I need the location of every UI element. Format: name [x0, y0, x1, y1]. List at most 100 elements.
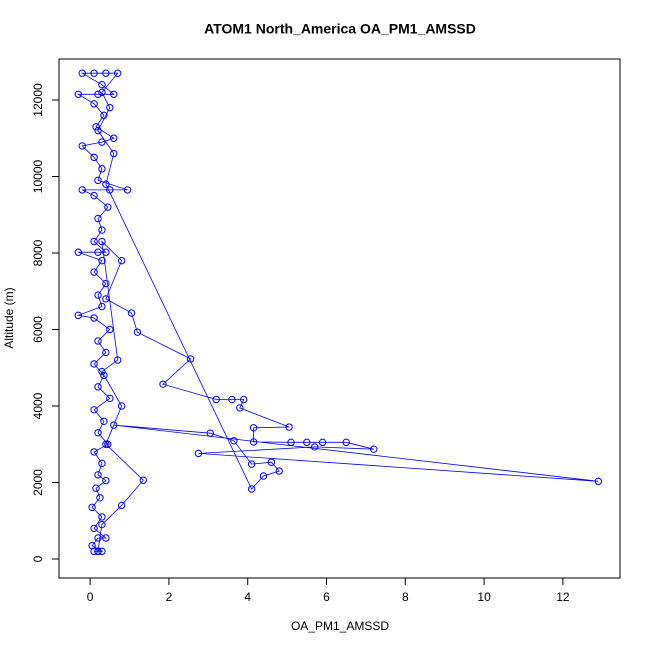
data-point — [259, 472, 268, 480]
data-point — [117, 402, 126, 410]
data-point — [90, 268, 98, 276]
data-point — [100, 371, 108, 380]
data-point — [94, 291, 102, 299]
y-tick-label: 12000 — [31, 83, 45, 117]
data-point — [90, 191, 98, 200]
data-point — [285, 423, 293, 431]
data-point — [88, 503, 96, 512]
data-point — [275, 467, 283, 475]
data-point — [94, 383, 102, 391]
data-point — [98, 226, 106, 234]
data-point — [106, 325, 114, 334]
x-tick-label: 10 — [477, 590, 491, 604]
data-point — [106, 186, 114, 194]
y-tick-label: 10000 — [31, 159, 45, 193]
data-point — [90, 314, 98, 322]
data-point — [318, 438, 327, 447]
data-point — [74, 311, 83, 320]
data-point — [240, 395, 248, 404]
x-tick-label: 4 — [244, 590, 251, 604]
data-point — [230, 437, 238, 445]
data-point — [247, 485, 256, 493]
data-point — [194, 449, 203, 458]
y-tick-label: 6000 — [31, 316, 45, 343]
data-point — [110, 421, 118, 429]
data-point — [78, 69, 86, 77]
data-point — [90, 100, 98, 108]
data-point — [139, 476, 148, 484]
data-point — [159, 380, 167, 388]
data-point — [98, 88, 106, 97]
data-point — [110, 90, 118, 98]
data-point — [94, 176, 102, 185]
data-point — [236, 404, 244, 412]
data-point — [94, 214, 102, 223]
data-point — [78, 142, 86, 150]
data-point — [117, 501, 126, 510]
data-point — [90, 69, 98, 77]
x-tick-label: 8 — [402, 590, 409, 604]
data-point — [100, 111, 108, 120]
data-point — [98, 256, 106, 265]
data-point — [310, 443, 319, 451]
data-point — [206, 429, 214, 437]
data-point — [94, 248, 102, 256]
data-point — [98, 459, 106, 468]
data-point — [133, 328, 142, 336]
x-tick-label: 0 — [87, 590, 94, 604]
data-point — [100, 417, 108, 425]
data-point — [102, 295, 110, 303]
chart-title: ATOM1 North_America OA_PM1_AMSSD — [204, 21, 476, 37]
data-point — [94, 337, 102, 345]
data-point — [90, 237, 98, 246]
data-point — [102, 248, 110, 256]
data-point — [94, 534, 102, 542]
data-point — [102, 69, 110, 77]
data-point — [287, 438, 295, 447]
data-point — [114, 69, 122, 77]
data-point — [98, 237, 106, 246]
data-point — [106, 103, 114, 112]
data-point — [303, 438, 311, 447]
data-point — [92, 484, 100, 492]
data-point — [249, 438, 258, 446]
data-point — [104, 203, 112, 211]
data-point — [98, 367, 106, 376]
y-tick-label: 0 — [31, 555, 45, 562]
data-point — [98, 302, 106, 311]
data-point — [117, 256, 126, 265]
data-point — [78, 186, 86, 194]
data-point — [88, 541, 96, 550]
data-point — [342, 438, 350, 447]
x-axis-label: OA_PM1_AMSSD — [291, 619, 389, 633]
data-point — [370, 445, 378, 453]
data-point — [594, 477, 603, 486]
data-point — [106, 394, 114, 403]
data-point — [102, 348, 110, 357]
data-point — [74, 248, 83, 256]
data-point — [96, 494, 104, 502]
data-point — [94, 429, 102, 437]
data-point — [94, 126, 102, 135]
data-point — [98, 81, 106, 89]
y-tick-label: 8000 — [31, 239, 45, 266]
data-point — [90, 360, 98, 368]
data-point — [110, 134, 118, 142]
x-tick-label: 6 — [323, 590, 330, 604]
data-point — [74, 90, 83, 98]
data-point — [94, 471, 102, 479]
data-point — [90, 448, 98, 456]
data-point — [98, 547, 106, 556]
data-point — [98, 513, 106, 521]
data-point — [212, 395, 220, 404]
data-point — [123, 186, 132, 194]
data-point — [249, 424, 258, 432]
data-point — [90, 406, 98, 414]
data-point — [94, 547, 102, 556]
data-point — [127, 309, 136, 317]
data-point — [114, 356, 122, 364]
y-tick-label: 4000 — [31, 392, 45, 419]
data-point — [102, 534, 110, 542]
